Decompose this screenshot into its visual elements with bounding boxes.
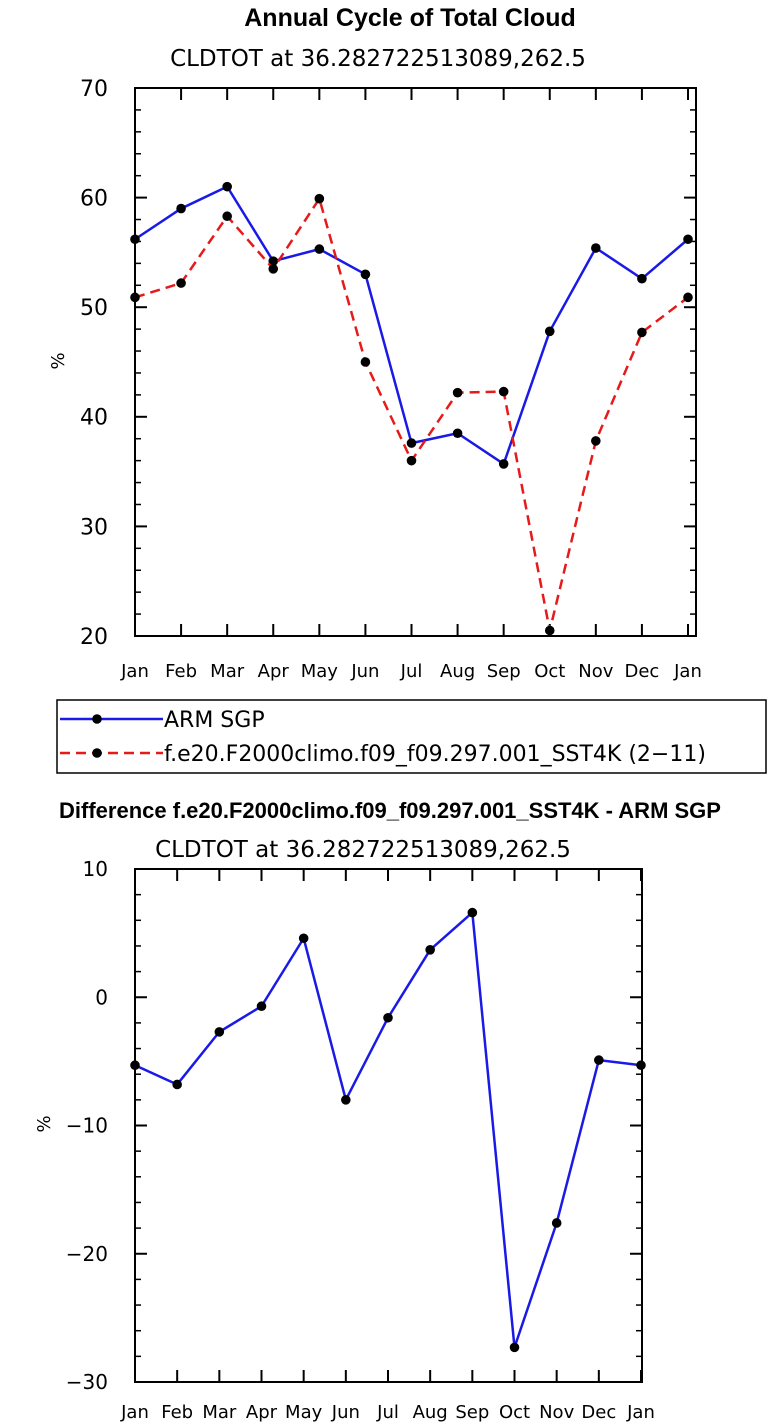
series-group (130, 181, 693, 636)
x-tick-label: Jun (331, 1402, 360, 1423)
x-tick-label: Feb (161, 1402, 193, 1423)
data-point (683, 292, 693, 303)
data-point (591, 436, 601, 446)
data-point (383, 1012, 393, 1023)
data-point (360, 269, 371, 280)
data-point (256, 1001, 267, 1012)
x-tick-label: Sep (487, 661, 521, 682)
x-tick-label: Nov (539, 1402, 574, 1423)
data-point (594, 1055, 604, 1065)
legend-marker-model (92, 748, 102, 758)
data-point (341, 1095, 351, 1105)
data-point (498, 459, 509, 469)
x-tick-label: Apr (246, 1402, 278, 1423)
x-tick-label: Jan (626, 1402, 655, 1423)
y-tick-label: −10 (66, 1114, 108, 1138)
x-tick-label: Nov (578, 661, 613, 682)
data-point (314, 193, 325, 204)
y-tick-label: 50 (80, 296, 108, 321)
data-point (172, 1079, 182, 1090)
y-tick-label: −20 (66, 1242, 108, 1266)
data-point (544, 625, 555, 636)
x-tick-label: Dec (581, 1402, 616, 1423)
data-point (268, 256, 279, 266)
y-tick-label: −30 (66, 1370, 108, 1394)
data-point (425, 944, 435, 955)
axis-ticks: 20 30 40 50 60 70 Jan Feb Mar Apr May Jun Jul Aug Sep O… (80, 77, 702, 682)
data-point (637, 273, 647, 284)
legend: ARM SGP f.e20.F2000climo.f09_f09.297.001… (56, 699, 767, 774)
data-point (591, 243, 601, 253)
data-point (268, 264, 279, 274)
data-point (452, 428, 463, 439)
data-point (406, 438, 417, 448)
y-tick-label: 60 (80, 187, 108, 212)
data-point (130, 1060, 140, 1071)
x-tick-label: Dec (624, 661, 659, 682)
chart-subtitle: CLDTOT at 36.282722513089,262.5 (170, 46, 586, 72)
data-point (176, 278, 186, 288)
y-tick-label: 20 (80, 625, 108, 650)
x-tick-label: Jan (120, 1402, 149, 1423)
y-tick-label: 70 (80, 77, 108, 102)
legend-box (56, 699, 767, 774)
plot-frame (134, 868, 643, 1383)
x-tick-label: May (285, 1402, 323, 1423)
x-tick-label: Jul (400, 661, 423, 682)
y-tick-label: 10 (83, 857, 108, 881)
x-tick-label: Mar (210, 661, 245, 682)
plot-frame (134, 87, 697, 637)
legend-label-arm-sgp: ARM SGP (164, 708, 265, 733)
legend-label-model: f.e20.F2000climo.f09_f09.297.001_SST4K (… (164, 742, 706, 767)
x-tick-label: Mar (202, 1402, 237, 1423)
x-tick-label: Oct (534, 661, 565, 682)
data-point (467, 907, 478, 918)
series-group (130, 907, 646, 1353)
data-point (222, 181, 232, 192)
data-point (637, 327, 647, 338)
data-point (636, 1060, 646, 1071)
x-tick-label: May (301, 661, 339, 682)
data-point (298, 933, 309, 944)
data-point (551, 1218, 562, 1228)
y-axis-label: % (48, 352, 69, 369)
y-tick-label: 30 (80, 515, 108, 540)
x-tick-label: Oct (499, 1402, 530, 1423)
data-point (176, 203, 186, 214)
data-point (214, 1027, 225, 1037)
data-point (314, 244, 325, 254)
chart-title: Difference f.e20.F2000climo.f09_f09.297.… (59, 798, 721, 823)
annual-cycle-chart: Annual Cycle of Total Cloud CLDTOT at 36… (48, 4, 702, 682)
data-point (452, 387, 463, 398)
data-point (406, 455, 417, 466)
data-point (130, 292, 140, 303)
difference-chart: Difference f.e20.F2000climo.f09_f09.297.… (34, 798, 721, 1423)
x-tick-label: Jan (673, 661, 702, 682)
data-point (683, 234, 693, 245)
x-tick-label: Apr (258, 661, 290, 682)
data-point (130, 234, 140, 245)
x-tick-label: Sep (455, 1402, 489, 1423)
data-point (360, 357, 371, 367)
series-line-0 (134, 911, 642, 1349)
y-axis-label: % (34, 1115, 55, 1132)
data-point (222, 211, 232, 222)
data-point (498, 386, 509, 397)
x-tick-label: Jun (350, 661, 379, 682)
y-tick-label: 0 (95, 985, 108, 1009)
x-tick-label: Feb (165, 661, 197, 682)
x-tick-label: Aug (413, 1402, 448, 1423)
axis-ticks: −30 −20 −10 0 10 Jan Feb Mar Apr May Jun Jul Aug Sep O… (66, 857, 655, 1423)
series-line-1 (134, 197, 689, 632)
y-tick-label: 40 (80, 406, 108, 431)
x-tick-label: Jan (120, 661, 149, 682)
x-tick-label: Aug (440, 661, 475, 682)
x-tick-label: Jul (376, 1402, 399, 1423)
data-point (544, 326, 555, 337)
legend-marker-arm-sgp (92, 714, 102, 724)
chart-subtitle: CLDTOT at 36.282722513089,262.5 (155, 837, 571, 863)
data-point (509, 1342, 520, 1353)
chart-title: Annual Cycle of Total Cloud (244, 4, 575, 32)
